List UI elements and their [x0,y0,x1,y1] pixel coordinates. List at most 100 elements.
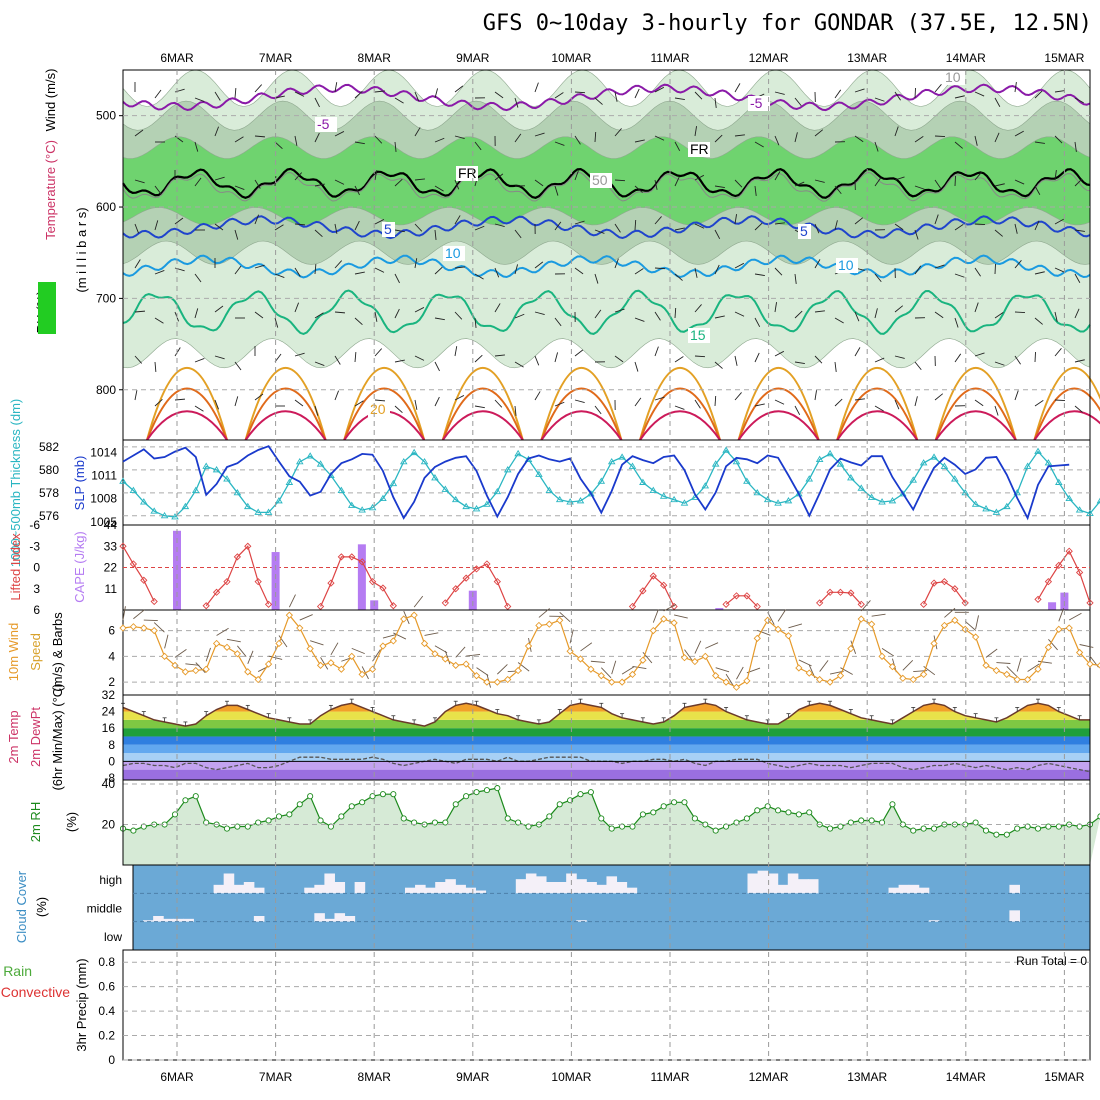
y-tick-label: 600 [96,200,116,214]
rh-marker [733,819,740,826]
temp-contour-20 [146,366,228,441]
cape-bar [357,544,366,610]
temp-contour-20 [441,366,524,441]
wind-marker [1075,648,1084,657]
wind-barb [725,673,734,687]
wind-barb [954,95,965,99]
wind-barb [497,664,508,675]
rh-marker [192,793,199,800]
wind-marker [743,677,751,685]
wind-marker [836,672,845,680]
wind-barb [354,185,360,196]
wind-barb [334,131,345,137]
wind-barb [1054,218,1064,225]
rh-marker [546,813,553,820]
temp-tick-label: 16 [102,721,116,735]
wind-barb [634,317,645,322]
li-marker [639,587,647,595]
rh-marker [140,823,147,830]
wind-barb [314,229,323,238]
wind-barb [474,141,482,151]
wind-marker [826,678,834,686]
wind-barb [834,220,838,231]
wind-barb [994,312,1004,319]
contour-label: 15 [690,327,706,343]
wind-barb [774,302,778,313]
thickness-marker [576,497,585,504]
ylabel-temperature: Temperature (°C) [43,140,58,240]
wind-marker [212,639,221,648]
wind-marker [909,675,917,684]
wind-barb [434,137,445,143]
wind-barb [594,405,602,415]
wind-barb [902,660,914,671]
wind-barb [554,317,562,327]
wind-barb [394,308,400,319]
temp-contour-25 [639,387,721,441]
thickness-marker [732,457,741,465]
cloud-cover-panel: high middle low Cloud Cover (%) [14,864,1091,951]
li-marker [119,542,127,550]
wind-marker [160,652,169,661]
wind-barb [254,214,260,225]
wind-barb [494,267,500,278]
wind-barb [382,634,397,639]
wind-barb [754,141,764,148]
wind-barb [594,273,599,284]
rh-marker [442,819,449,826]
wind-barb [1074,359,1085,363]
lifted-index-cape-panel: -6 -3 0 3 6 11 22 33 44 Lifted Index CAPE (J/kg) [8,518,1100,617]
wind-barb [314,132,320,143]
wind-marker [556,616,564,624]
rh-marker [327,823,335,830]
rh-marker [286,811,293,818]
contour-label: 10 [838,257,854,273]
wind-marker [254,675,262,684]
high-cloud-bar [807,879,819,894]
wind-barb [294,302,300,313]
wind-barb [194,357,205,363]
high-cloud-bar [787,873,799,894]
li-marker [337,553,345,561]
wind-barb [374,399,386,402]
cape-tick-label: 22 [104,561,118,575]
wind-tick-label: 6 [108,624,115,638]
wind-barb [914,87,916,99]
thickness-marker [888,497,897,504]
wind-barb [1054,90,1065,93]
wind-marker [691,657,699,666]
wind-marker [764,616,772,624]
middle-cloud-bar [928,920,940,922]
rh-marker [837,823,844,830]
wind-barb [424,632,439,636]
high-cloud-bar [415,884,426,894]
high-cloud-bar [898,884,910,894]
temp-contour-20 [343,366,426,441]
rh-marker [130,827,137,834]
upper-air-panel: -5 -5 FR FR 5 5 10 10 15 20 50 10 500 600 700 800 Wind (… [34,69,1100,583]
temp-contour-25 [540,387,623,441]
li-marker [940,578,949,586]
temp-contour-25 [1033,387,1100,441]
thickness-marker [930,453,938,460]
wind-barb [414,355,425,361]
bottom-date-label: 9MAR [456,1070,490,1084]
wind-barb [714,185,725,189]
wind-barb [494,91,504,99]
wind-barb [814,129,824,137]
wind-barb [914,136,924,143]
wind-barb [454,85,464,93]
temp-contour-25 [146,387,228,441]
wind-barb [334,179,345,185]
temp-band [123,728,1090,737]
wind-barb [934,214,939,225]
li-marker [441,599,449,607]
li-marker [836,588,845,596]
wind-marker [961,625,969,633]
rh-marker [691,815,698,822]
precip-tick-label: 0.4 [98,1004,115,1018]
contour-label: 10 [945,69,961,85]
li-marker [628,602,637,611]
bottom-date-label: 6MAR [160,1070,194,1084]
